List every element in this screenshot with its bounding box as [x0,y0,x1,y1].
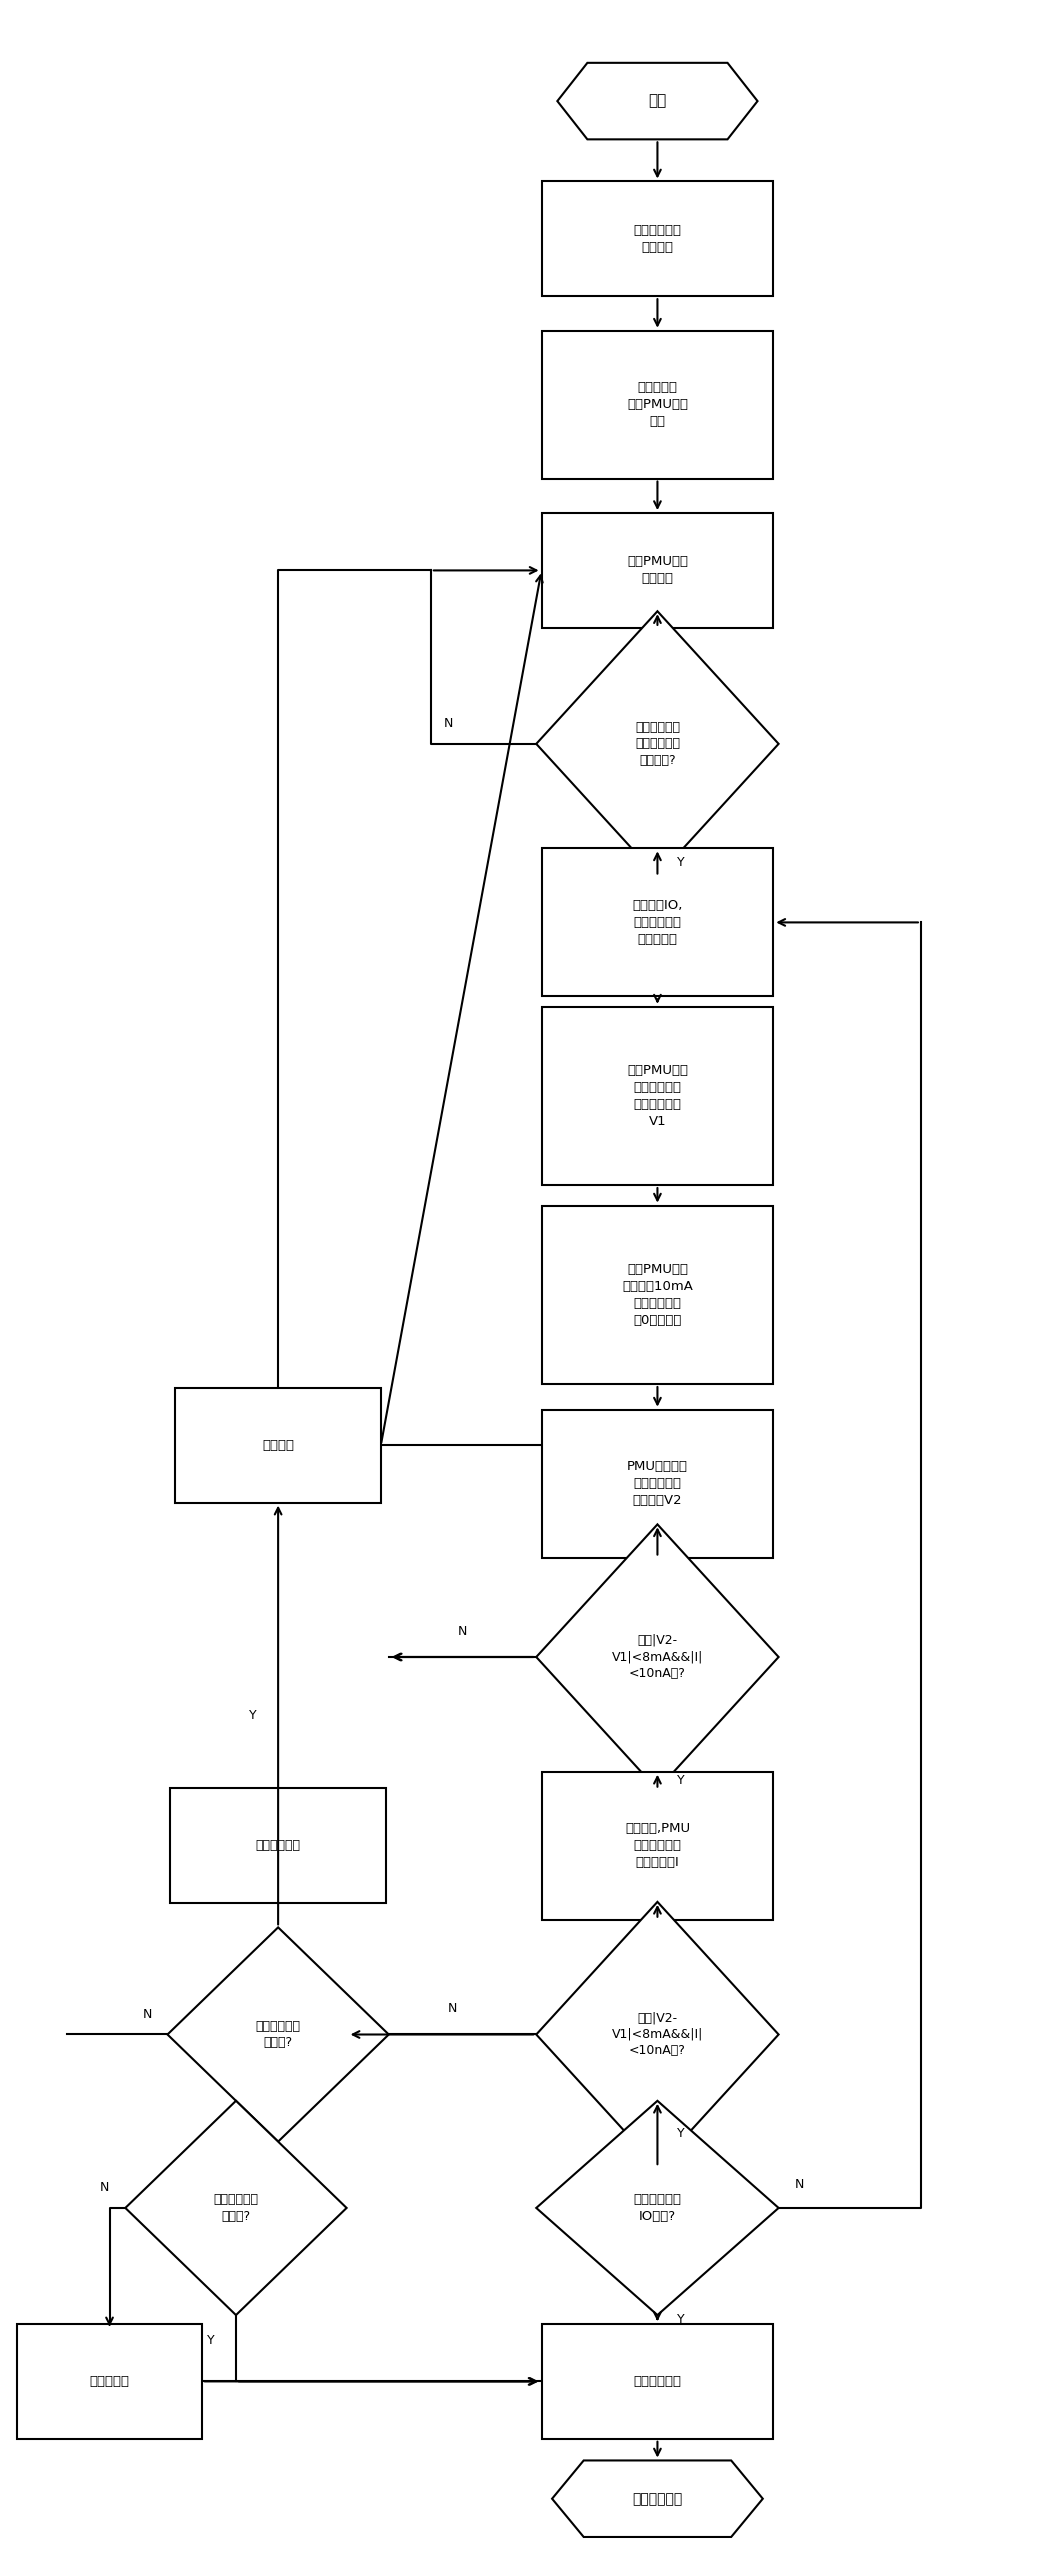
Text: 启动PMU电压
检测模块: 启动PMU电压 检测模块 [627,555,688,586]
Text: 配置芯片IO,
使得一个管脚
输出低电平: 配置芯片IO, 使得一个管脚 输出低电平 [632,898,683,947]
Text: N: N [100,2180,109,2193]
Text: 接触电阻失效: 接触电阻失效 [256,1840,301,1853]
Text: Y: Y [250,1709,257,1722]
Text: 判断|V2-
V1|<8mA&&|I|
<10nA吗?: 判断|V2- V1|<8mA&&|I| <10nA吗? [612,1635,703,1681]
Text: 调整PMU模块
使其输出10mA
电流，加到输
出0的管脚上: 调整PMU模块 使其输出10mA 电流，加到输 出0的管脚上 [622,1262,692,1326]
Polygon shape [536,2101,778,2316]
Text: N: N [142,2009,152,2022]
Text: Y: Y [676,2313,684,2326]
FancyBboxPatch shape [542,2324,773,2439]
FancyBboxPatch shape [542,1410,773,1558]
Text: 接触检测结束: 接触检测结束 [632,2492,683,2505]
Text: 调整供电电压
使得芯片进入
烧录模式?: 调整供电电压 使得芯片进入 烧录模式? [635,722,680,768]
Polygon shape [558,64,757,138]
Text: Y: Y [207,2334,215,2347]
Text: 判断|V2-
V1|<8mA&&|I|
<10nA吗?: 判断|V2- V1|<8mA&&|I| <10nA吗? [612,2011,703,2057]
Polygon shape [552,2459,763,2536]
Text: 是否完成所有
IO测试?: 是否完成所有 IO测试? [633,2193,682,2224]
FancyBboxPatch shape [170,1789,387,1904]
FancyBboxPatch shape [542,1006,773,1185]
Polygon shape [536,1901,778,2167]
FancyBboxPatch shape [542,182,773,297]
FancyBboxPatch shape [542,512,773,627]
Text: Y: Y [676,1773,684,1786]
Text: 接触良好,PMU
加压测流，检
测出漏电流I: 接触良好,PMU 加压测流，检 测出漏电流I [624,1822,690,1868]
Polygon shape [168,1927,389,2142]
Polygon shape [536,612,778,878]
Text: 启动电源控
制、PMU检测
单元: 启动电源控 制、PMU检测 单元 [627,381,688,427]
Text: N: N [458,1625,467,1638]
FancyBboxPatch shape [542,1771,773,1919]
FancyBboxPatch shape [17,2324,202,2439]
FancyBboxPatch shape [542,1205,773,1384]
Polygon shape [125,2101,346,2316]
Text: N: N [794,2178,804,2191]
Text: N: N [447,2004,457,2016]
Text: N: N [444,717,452,729]
Text: Y: Y [676,855,684,870]
Text: Y: Y [676,2127,684,2139]
FancyBboxPatch shape [542,330,773,479]
Text: 在规定次数范
围内吗?: 在规定次数范 围内吗? [256,2019,301,2050]
Text: 在规定次数范
围内吗?: 在规定次数范 围内吗? [213,2193,258,2224]
Text: 接触良好: 接触良好 [262,1438,294,1451]
Text: 保存状态信息: 保存状态信息 [633,2375,682,2388]
Text: PMU模块测量
另一个管脚电
压，记录V2: PMU模块测量 另一个管脚电 压，记录V2 [627,1461,688,1507]
Text: 进入接触电阻
检测模块: 进入接触电阻 检测模块 [633,223,682,253]
Text: 开始: 开始 [648,95,667,107]
Text: 漏电流失效: 漏电流失效 [89,2375,130,2388]
Text: 调用PMU模块
测量另一个管
脚电压，记录
V1: 调用PMU模块 测量另一个管 脚电压，记录 V1 [627,1065,688,1129]
Polygon shape [536,1525,778,1789]
FancyBboxPatch shape [542,850,773,995]
FancyBboxPatch shape [175,1387,381,1502]
